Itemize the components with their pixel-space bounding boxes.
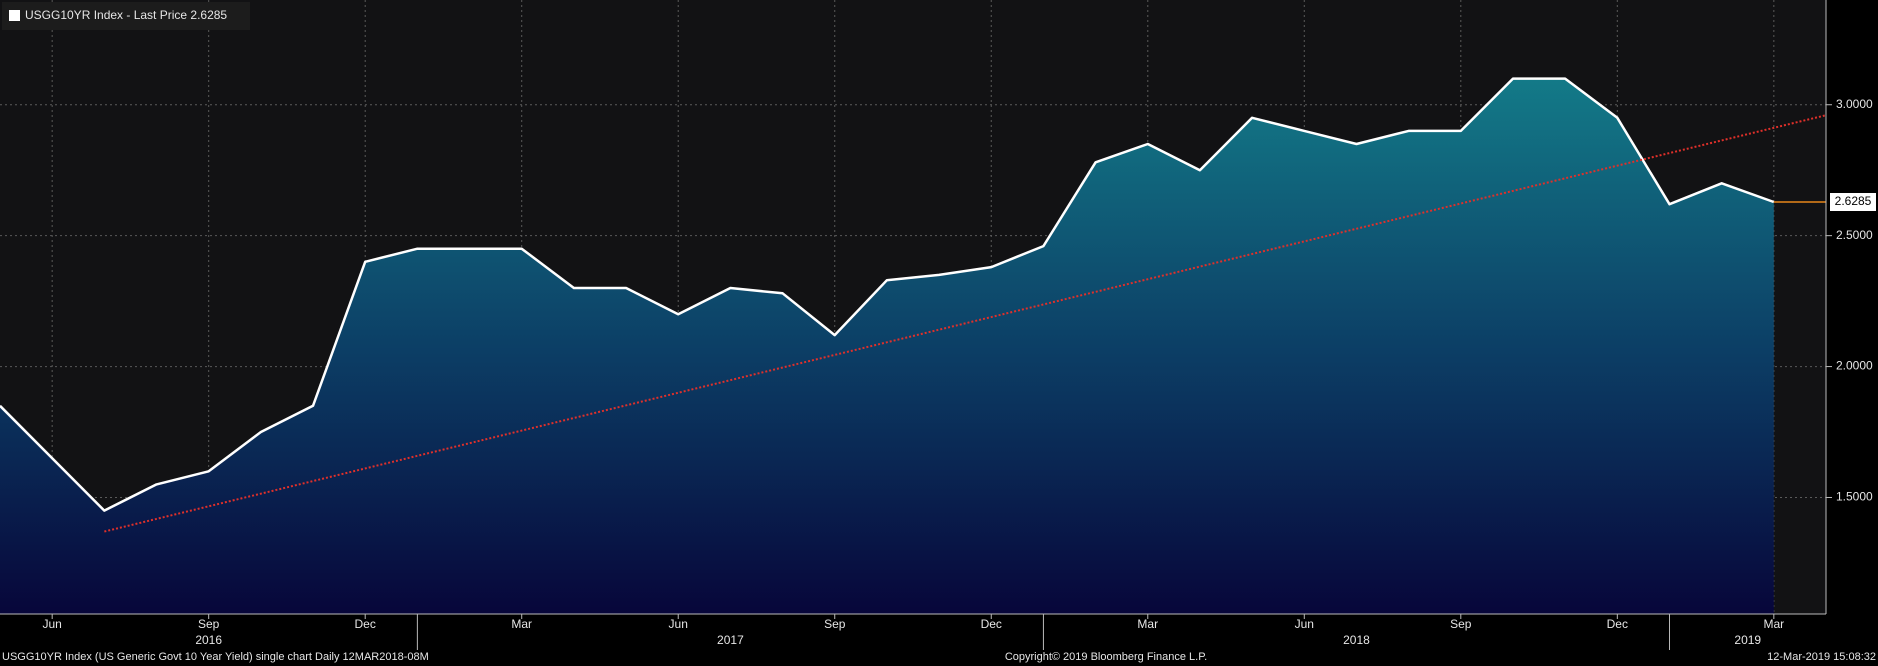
x-tick-label: Sep	[824, 617, 846, 631]
x-tick-label: Mar	[1137, 617, 1158, 631]
y-tick-label: 2.5000	[1836, 228, 1873, 242]
footer-center: Copyright© 2019 Bloomberg Finance L.P.	[1005, 651, 1207, 663]
x-tick-label: Sep	[198, 617, 220, 631]
x-tick-label: Jun	[42, 617, 61, 631]
x-tick-label: Jun	[669, 617, 688, 631]
x-tick-label: Sep	[1450, 617, 1472, 631]
trendline	[104, 114, 1827, 533]
year-label: 2019	[1734, 633, 1761, 647]
marks	[0, 77, 1827, 615]
x-tick-label: Dec	[355, 617, 376, 631]
x-tick-label: Jun	[1295, 617, 1314, 631]
area	[0, 78, 1774, 615]
y-tick-label: 1.5000	[1836, 490, 1873, 504]
y-tick-label: 3.0000	[1836, 97, 1873, 111]
footer-right: 12-Mar-2019 15:08:32	[1767, 651, 1876, 663]
x-tick-label: Mar	[511, 617, 532, 631]
legend-swatch	[9, 10, 20, 21]
legend-title: USGG10YR Index - Last Price 2.6285	[25, 8, 227, 22]
y-tick-label: 2.0000	[1836, 359, 1873, 373]
footer-left: USGG10YR Index (US Generic Govt 10 Year …	[2, 651, 429, 663]
legend-box	[2, 2, 250, 30]
x-tick-label: Dec	[1607, 617, 1628, 631]
line	[0, 77, 1775, 512]
axes: 1.5000 2.0000 2.5000 3.0000 Jun Sep Dec Mar Jun S…	[0, 0, 1876, 650]
last-price-box	[1830, 193, 1876, 212]
year-label: 2016	[195, 633, 222, 647]
last-price-label: 2.6285	[1835, 194, 1872, 208]
year-label: 2018	[1343, 633, 1370, 647]
x-tick-label: Mar	[1763, 617, 1784, 631]
year-label: 2017	[717, 633, 744, 647]
x-tick-label: Dec	[981, 617, 1002, 631]
